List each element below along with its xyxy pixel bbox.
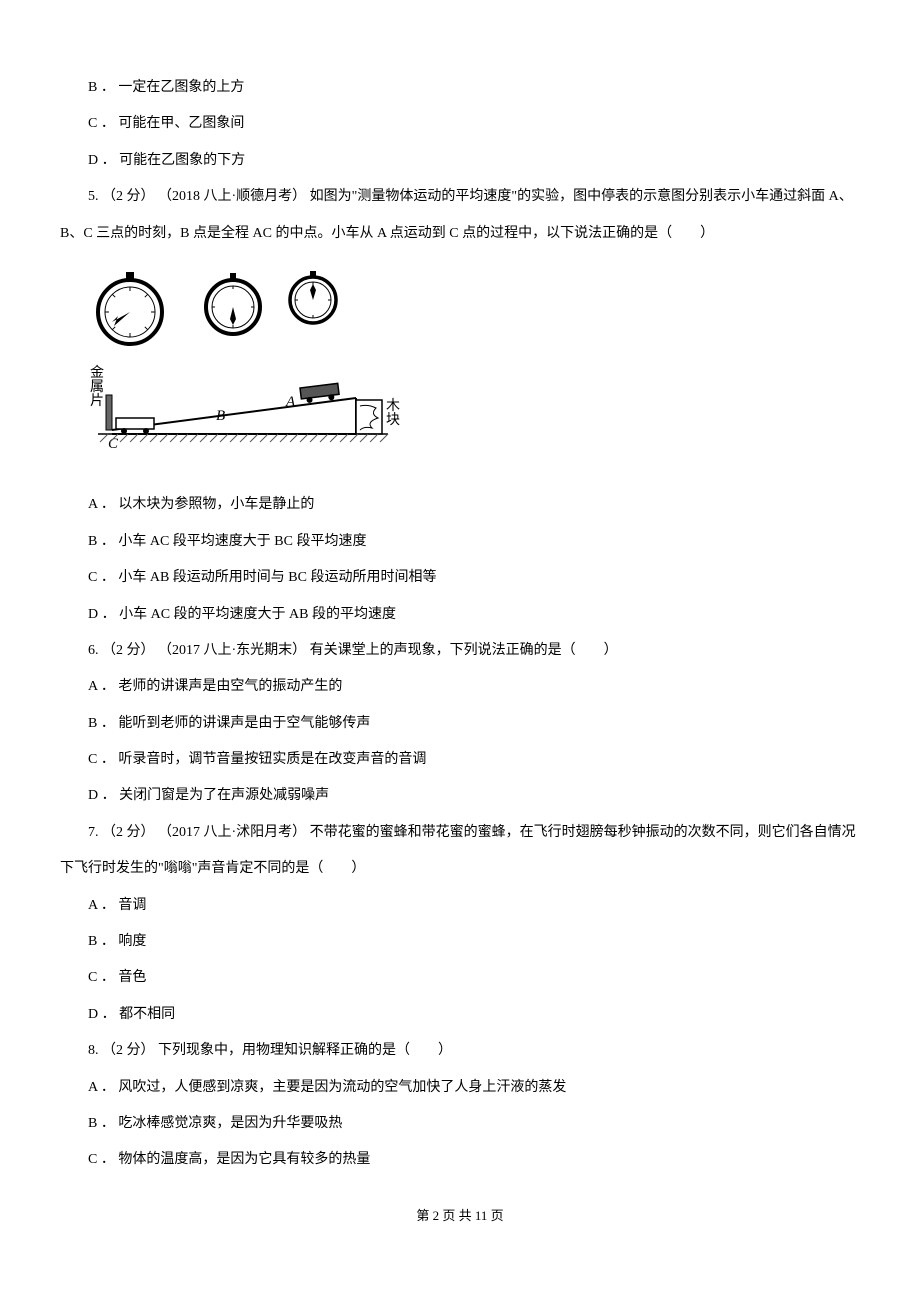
q6-option-b: B ． 能听到老师的讲课声是由于空气能够传声 <box>60 706 860 742</box>
q8-text: 8. （2 分） 下列现象中，用物理知识解释正确的是（ ） <box>60 1033 860 1069</box>
q4-option-b: B ． 一定在乙图象的上方 <box>60 70 860 106</box>
page-footer: 第 2 页 共 11 页 <box>60 1199 860 1233</box>
q7-option-d: D ． 都不相同 <box>60 997 860 1033</box>
q6-option-d: D ． 关闭门窗是为了在声源处减弱噪声 <box>60 778 860 814</box>
svg-text:A: A <box>285 394 296 410</box>
svg-text:属: 属 <box>90 380 104 395</box>
q5-text: 5. （2 分） （2018 八上·顺德月考） 如图为"测量物体运动的平均速度"… <box>60 179 860 252</box>
q8-option-b: B ． 吃冰棒感觉凉爽，是因为升华要吸热 <box>60 1106 860 1142</box>
q5-option-b: B ． 小车 AC 段平均速度大于 BC 段平均速度 <box>60 524 860 560</box>
svg-text:B: B <box>216 408 225 424</box>
q5-option-d: D ． 小车 AC 段的平均速度大于 AB 段的平均速度 <box>60 597 860 633</box>
q7-option-b: B ． 响度 <box>60 924 860 960</box>
q7-text: 7. （2 分） （2017 八上·沭阳月考） 不带花蜜的蜜蜂和带花蜜的蜜蜂，在… <box>60 815 860 888</box>
svg-text:片: 片 <box>90 393 104 409</box>
q5-figure: 金 属 片 木 块 A B C <box>88 262 860 477</box>
q5-option-c: C ． 小车 AB 段运动所用时间与 BC 段运动所用时间相等 <box>60 560 860 596</box>
q7-option-c: C ． 音色 <box>60 960 860 996</box>
q5-option-a: A ． 以木块为参照物，小车是静止的 <box>60 487 860 523</box>
svg-text:木: 木 <box>386 398 400 414</box>
q8-option-c: C ． 物体的温度高，是因为它具有较多的热量 <box>60 1142 860 1178</box>
q8-option-a: A ． 风吹过，人便感到凉爽，主要是因为流动的空气加快了人身上汗液的蒸发 <box>60 1070 860 1106</box>
q4-option-c: C ． 可能在甲、乙图象间 <box>60 106 860 142</box>
q6-text: 6. （2 分） （2017 八上·东光期末） 有关课堂上的声现象，下列说法正确… <box>60 633 860 669</box>
q4-option-d: D ． 可能在乙图象的下方 <box>60 143 860 179</box>
q6-option-c: C ． 听录音时，调节音量按钮实质是在改变声音的音调 <box>60 742 860 778</box>
q7-option-a: A ． 音调 <box>60 888 860 924</box>
q6-option-a: A ． 老师的讲课声是由空气的振动产生的 <box>60 669 860 705</box>
svg-text:块: 块 <box>386 412 400 428</box>
svg-text:金: 金 <box>90 365 104 381</box>
